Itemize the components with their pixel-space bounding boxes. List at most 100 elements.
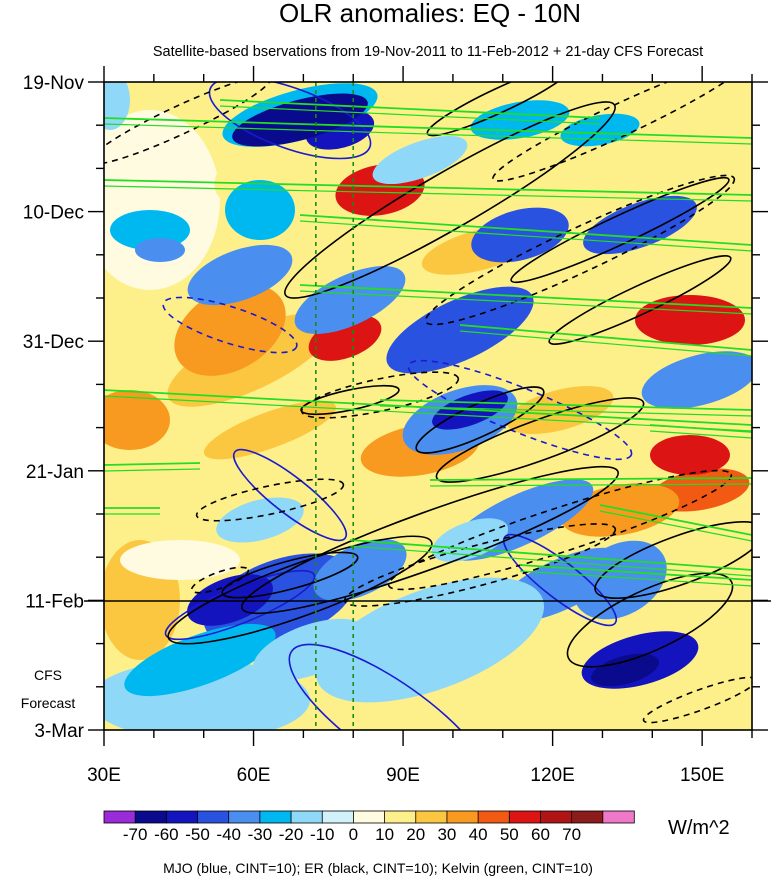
- er-contour: [594, 521, 752, 599]
- x-axis: 30E 60E 90E 120E 150E: [87, 66, 753, 786]
- er-contours: [104, 82, 752, 724]
- colorbar-label: -30: [248, 825, 273, 844]
- kelvin-contour: [219, 99, 601, 119]
- colorbar-label: 30: [437, 825, 456, 844]
- colorbar-swatch: [571, 810, 604, 824]
- x-tick-label: 30E: [87, 765, 121, 786]
- anomaly-patch: [120, 540, 240, 580]
- colorbar-swatch: [165, 810, 199, 824]
- kelvin-contour: [429, 477, 752, 481]
- reference-longitude-lines: [315, 82, 355, 730]
- colorbar-label: 50: [500, 825, 519, 844]
- x-tick-label: 60E: [237, 765, 271, 786]
- plot-frame: [103, 81, 753, 731]
- anomaly-patch: [590, 653, 660, 687]
- kelvin-contour: [219, 105, 601, 125]
- kelvin-contour: [104, 123, 752, 145]
- kelvin-contour: [104, 395, 752, 432]
- y-tick-label: 3-Mar: [34, 721, 84, 742]
- kelvin-contour: [104, 117, 752, 139]
- kelvin-contour: [379, 399, 752, 411]
- anomaly-patch: [104, 390, 170, 450]
- kelvin-contour: [379, 405, 752, 417]
- colorbar-swatch: [384, 810, 417, 824]
- anomaly-patch: [635, 295, 745, 345]
- kelvin-contour: [599, 510, 752, 542]
- colorbar-label: -70: [123, 825, 148, 844]
- y-tick-label: 10-Dec: [23, 203, 84, 224]
- x-tick-label: 150E: [680, 765, 724, 786]
- colorbar-label: 20: [406, 825, 425, 844]
- er-contour: [435, 397, 645, 483]
- forecast-label-line1: CFS: [34, 667, 62, 683]
- anomaly-patch: [216, 497, 304, 543]
- kelvin-contour: [599, 504, 752, 536]
- kelvin-contour: [349, 539, 752, 571]
- colorbar-label: -50: [185, 825, 210, 844]
- colorbar-label: -40: [216, 825, 241, 844]
- er-contour: [104, 82, 272, 165]
- mjo-contour: [407, 359, 633, 461]
- anomaly-patch: [203, 400, 337, 460]
- colorbar-swatch: [540, 810, 573, 824]
- er-contour: [566, 572, 734, 668]
- colorbar-swatch: [321, 810, 355, 824]
- anomaly-patch: [252, 618, 368, 682]
- kelvin-contour: [519, 570, 752, 587]
- kelvin-contour: [299, 290, 752, 315]
- forecast-label-line2: Forecast: [21, 695, 76, 711]
- anomaly-patch: [471, 207, 569, 263]
- anomaly-patch: [187, 244, 293, 306]
- colorbar-label: 40: [469, 825, 488, 844]
- anomaly-patch: [232, 93, 368, 147]
- kelvin-contour: [104, 468, 201, 472]
- mjo-contour: [208, 82, 372, 160]
- chart-title: OLR anomalies: EQ - 10N: [279, 0, 581, 28]
- kelvin-contour: [649, 430, 752, 439]
- anomaly-patch: [104, 110, 220, 290]
- kelvin-contour: [459, 324, 752, 351]
- chart-subtitle: Satellite-based bservations from 19-Nov-…: [153, 44, 703, 60]
- kelvin-contour: [104, 185, 752, 202]
- mjo-contour: [502, 533, 618, 627]
- kelvin-contour: [649, 424, 752, 433]
- anomaly-patch: [124, 623, 276, 697]
- anomaly-patch: [135, 238, 185, 262]
- colorbar-swatch: [508, 810, 542, 824]
- colorbar-swatch: [353, 810, 386, 824]
- colorbar-units: W/m^2: [668, 817, 730, 839]
- kelvin-contour: [429, 483, 752, 487]
- er-contour: [424, 174, 736, 326]
- er-contour: [387, 469, 733, 591]
- colorbar-label: -60: [154, 825, 179, 844]
- colorbar-swatch: [446, 810, 479, 824]
- er-contour: [548, 255, 732, 345]
- anomaly-patch: [104, 82, 130, 130]
- kelvin-contour: [104, 179, 752, 196]
- er-contour: [221, 551, 359, 599]
- y-axis: 19-Nov 10-Dec 31-Dec 21-Jan 11-Feb 3-Mar: [23, 73, 768, 742]
- contour-legend: MJO (blue, CINT=10); ER (black, CINT=10)…: [163, 860, 593, 876]
- er-contour: [415, 386, 545, 454]
- y-tick-label: 31-Dec: [23, 332, 84, 353]
- anomaly-patch: [386, 286, 534, 374]
- kelvin-contour: [104, 462, 201, 466]
- er-contour: [167, 535, 433, 645]
- er-contour: [241, 465, 619, 615]
- colorbar-swatch: [415, 810, 448, 824]
- kelvin-contours: [104, 99, 752, 587]
- plot-area: [104, 82, 752, 730]
- colorbar-label: 10: [375, 825, 394, 844]
- anomaly-patch: [372, 135, 468, 185]
- anomaly-patch: [650, 435, 730, 475]
- anomaly-patch: [174, 284, 286, 376]
- colorbar-swatch: [477, 810, 510, 824]
- anomaly-patch: [294, 265, 406, 335]
- colorbar-swatch: [197, 810, 230, 824]
- colorbar-swatch: [103, 810, 136, 824]
- mjo-contour: [162, 296, 298, 354]
- anomaly-patch: [315, 577, 545, 703]
- colorbar-swatch: [228, 810, 261, 824]
- colorbar-swatch: [602, 810, 635, 824]
